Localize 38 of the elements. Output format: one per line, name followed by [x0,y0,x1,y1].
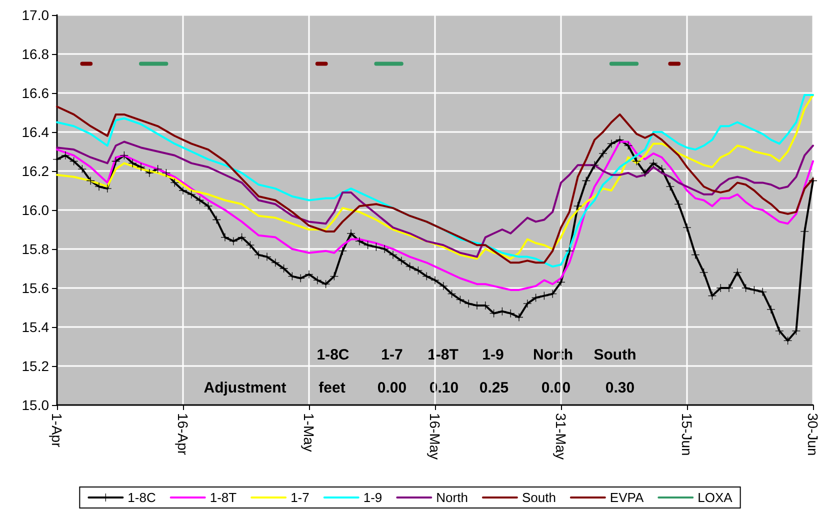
legend-label: 1-8C [128,490,156,505]
annotation: 1-8T [428,346,458,364]
x-tick-label: 1-May [301,413,317,452]
annotation: 0.00 [541,380,571,396]
y-tick-label: 15.6 [22,280,50,296]
y-tick-label: 16.2 [22,163,50,179]
legend-label: 1-7 [290,490,310,505]
y-tick-label: 17.0 [22,7,50,23]
annotation: 0.25 [479,380,509,396]
y-tick-label: 16.0 [22,202,50,218]
annotation: South [594,346,636,364]
y-tick-label: 16.6 [22,85,50,101]
legend-label: North [436,490,468,505]
y-tick-label: 15.2 [22,358,50,374]
legend-label: EVPA [610,490,644,505]
annotation: 0.30 [605,380,635,396]
x-tick-label: 16-Apr [175,413,191,456]
y-tick-label: 15.0 [22,397,50,413]
annotation: 0.00 [377,380,407,396]
legend-label: 1-9 [363,490,382,505]
x-tick-label: 15-Jun [679,413,695,456]
annotation: feet [318,380,346,396]
annotation: Adjustment [204,380,286,396]
line-series [56,140,814,258]
y-tick-label: 15.4 [22,319,50,335]
legend-label: LOXA [698,490,733,505]
annotation: 1-8C [316,346,350,364]
x-tick-label: 16-May [427,413,443,460]
x-tick-label: 31-May [553,413,569,460]
y-tick-label: 16.4 [22,124,50,140]
annotation: 1-9 [482,346,504,364]
y-tick-label: 15.8 [22,241,50,257]
legend-label: 1-8T [210,490,237,505]
annotation: 1-7 [381,346,403,364]
y-tick-label: 16.8 [22,46,50,62]
x-tick-label: 1-Apr [49,413,65,448]
x-tick-label: 30-Jun [805,413,820,456]
legend-label: South [522,490,556,505]
